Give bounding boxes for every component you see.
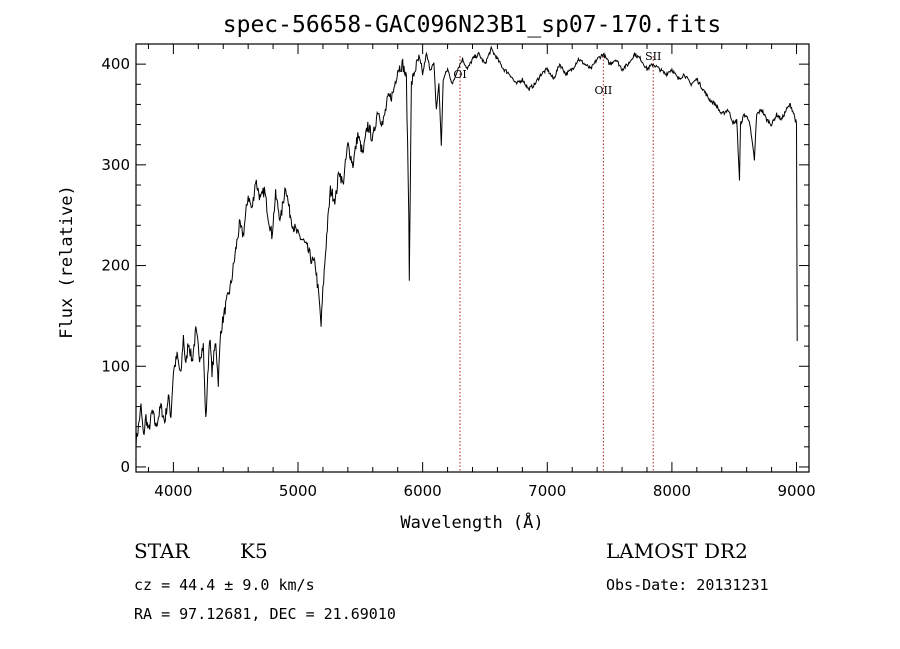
survey-name: LAMOST DR2 [606,539,748,563]
coordinates-text: RA = 97.12681, DEC = 21.69010 [134,605,396,623]
x-tick-label: 9000 [777,482,815,500]
object-class: STAR [134,539,190,563]
y-tick-label: 200 [101,257,130,275]
y-tick-label: 100 [101,357,130,375]
spectral-line-label: OI [453,68,466,81]
chart-title: spec-56658-GAC096N23B1_sp07-170.fits [223,12,722,38]
x-tick-label: 4000 [154,482,192,500]
y-tick-label: 0 [120,458,130,476]
spectral-line-markers: OI OII SII [453,50,661,472]
x-axis-label: Wavelength (Å) [400,511,543,533]
axis-ticks: 4000 5000 6000 7000 8000 9000 0 100 200 300 400 [101,43,816,500]
x-tick-label: 8000 [653,482,691,500]
redshift-text: cz = 44.4 ± 9.0 km/s [134,576,315,594]
object-subclass: K5 [240,539,268,563]
y-tick-label: 400 [101,55,130,73]
x-tick-label: 7000 [528,482,566,500]
spectral-line-label: SII [645,50,661,63]
x-tick-label: 6000 [404,482,442,500]
spectral-line-label: OII [595,84,613,97]
x-tick-label: 5000 [279,482,317,500]
obs-date-text: Obs-Date: 20131231 [606,576,769,594]
spectrum-line [135,45,798,448]
y-tick-label: 300 [101,156,130,174]
plot-frame [135,43,810,473]
y-axis-label: Flux (relative) [57,185,77,339]
